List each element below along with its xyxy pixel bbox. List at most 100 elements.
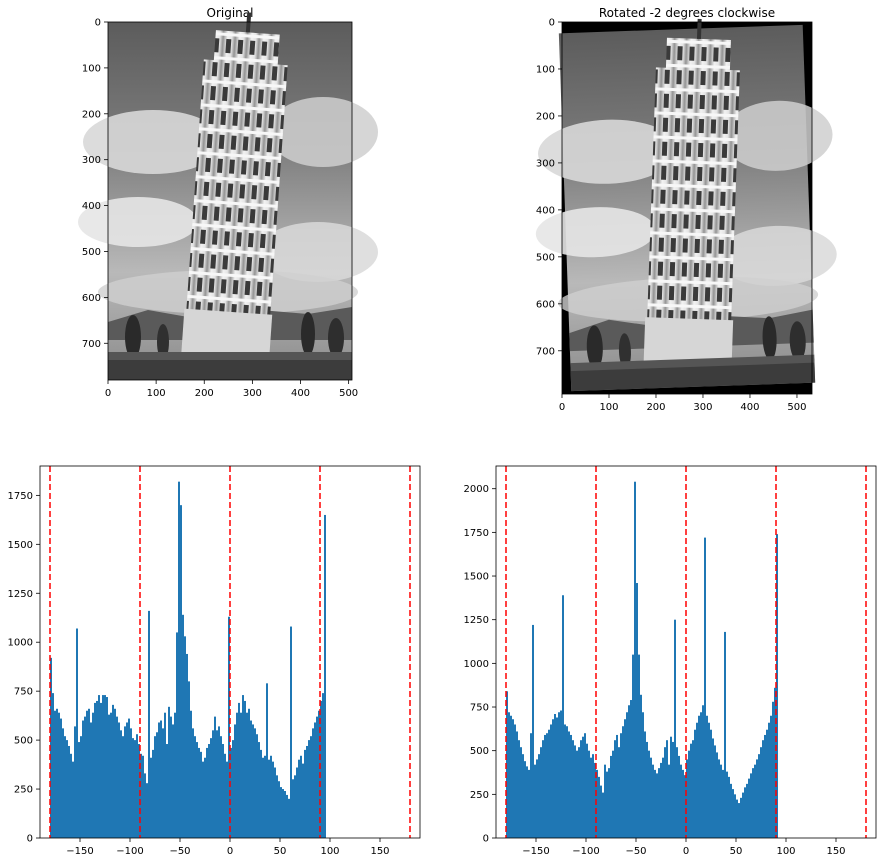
histogram-bar xyxy=(770,715,772,838)
histogram-bar xyxy=(590,757,592,838)
histogram-bar xyxy=(768,722,770,838)
histogram-bar xyxy=(208,744,210,838)
histogram-bar xyxy=(298,759,300,838)
histogram-bar xyxy=(202,761,204,838)
histogram-bar xyxy=(244,700,246,838)
hist-ytick-label: 750 xyxy=(14,687,33,698)
histogram-bar xyxy=(692,740,694,838)
histogram-bar xyxy=(258,742,260,838)
histogram-bar xyxy=(322,693,324,838)
histogram-bar xyxy=(308,740,310,838)
histogram-bar xyxy=(712,738,714,838)
histogram-bar xyxy=(576,750,578,838)
histogram-bar xyxy=(72,761,74,838)
histogram-bar xyxy=(654,769,656,838)
histogram-bar xyxy=(630,700,632,838)
histogram-bar xyxy=(670,736,672,838)
hist-ytick-label: 1250 xyxy=(464,615,489,626)
histogram-bar xyxy=(310,736,312,838)
histogram-bar xyxy=(610,755,612,838)
histogram-bar xyxy=(170,716,172,838)
hist-ytick-label: 1500 xyxy=(464,572,489,583)
histogram-bar xyxy=(624,719,626,838)
histogram-bar xyxy=(528,769,530,838)
hist-ytick-label: 1250 xyxy=(8,589,33,600)
histogram-bar xyxy=(622,726,624,838)
histogram-bar xyxy=(112,704,114,838)
histogram-bar xyxy=(182,614,184,838)
histogram-bar xyxy=(250,720,252,838)
histogram-bar xyxy=(206,747,208,838)
histogram-bar xyxy=(78,742,80,838)
hist-xtick-label: 150 xyxy=(370,846,389,857)
hist-xtick-label: 50 xyxy=(730,846,743,857)
histogram-bar xyxy=(566,726,568,838)
rotated-xtick-label: 0 xyxy=(559,402,565,413)
hist-ytick-label: 1000 xyxy=(8,638,33,649)
histogram-bar xyxy=(130,728,132,838)
histogram-bar xyxy=(542,740,544,838)
histogram-bar xyxy=(544,734,546,838)
histogram-bar xyxy=(666,740,668,838)
histogram-bar xyxy=(702,705,704,838)
histogram-bar xyxy=(164,712,166,838)
histogram-bar xyxy=(236,712,238,838)
histogram-bar xyxy=(718,759,720,838)
histogram-bar xyxy=(650,757,652,838)
histogram-bar xyxy=(58,712,60,838)
rotated-ytick-label: 0 xyxy=(549,18,555,29)
histogram-bar xyxy=(720,764,722,838)
histogram-bar xyxy=(632,654,634,838)
histogram-bar xyxy=(772,701,774,838)
histogram-bar xyxy=(672,741,674,838)
histogram-bar xyxy=(128,718,130,838)
histogram-bar xyxy=(290,626,292,838)
histogram-bar xyxy=(572,740,574,838)
histogram-bar xyxy=(600,785,602,838)
histogram-bar xyxy=(286,794,288,838)
rotated-ytick-label: 700 xyxy=(536,346,555,357)
original-ytick-label: 300 xyxy=(82,155,101,166)
histogram-bar xyxy=(94,702,96,838)
histogram-bar xyxy=(562,595,564,838)
histogram-bar xyxy=(252,724,254,838)
histogram-bar xyxy=(174,712,176,838)
histogram-bar xyxy=(96,700,98,838)
histogram-bar xyxy=(716,752,718,838)
histogram-bar xyxy=(196,742,198,838)
histogram-bar xyxy=(550,724,552,838)
histogram-bar xyxy=(114,708,116,838)
rotated-xtick-label: 500 xyxy=(787,402,806,413)
histogram-bar xyxy=(740,797,742,838)
histogram-bar xyxy=(766,729,768,838)
histogram-bar xyxy=(664,747,666,838)
histogram-original: −150 −100 −50 0 50 100 15002505007501000125015… xyxy=(8,465,421,857)
histogram-bar xyxy=(282,789,284,838)
histogram-bar xyxy=(52,693,54,838)
histogram-bar xyxy=(300,755,302,838)
original-ytick-label: 0 xyxy=(95,18,101,29)
histogram-bar xyxy=(592,754,594,838)
histogram-bar xyxy=(756,759,758,838)
histogram-bar xyxy=(136,734,138,838)
hist-xtick-label: −50 xyxy=(169,846,190,857)
hist-xtick-label: −100 xyxy=(572,846,599,857)
histogram-bar xyxy=(242,695,244,838)
histogram-bar xyxy=(228,616,230,838)
histogram-bar xyxy=(608,768,610,838)
histogram-bar xyxy=(118,722,120,838)
hist-ytick-label: 0 xyxy=(483,834,489,845)
histogram-bar xyxy=(612,750,614,838)
histogram-bar xyxy=(108,714,110,838)
histogram-bar xyxy=(150,757,152,838)
histogram-bar xyxy=(54,710,56,838)
histogram-bar xyxy=(660,762,662,838)
rotated-xtick-label: 200 xyxy=(646,402,665,413)
hist-ytick-label: 1500 xyxy=(8,540,33,551)
histogram-bar xyxy=(284,791,286,838)
histogram-bar xyxy=(232,740,234,838)
histogram-bar xyxy=(248,708,250,838)
histogram-bar xyxy=(184,636,186,838)
histogram-bar xyxy=(146,783,148,838)
